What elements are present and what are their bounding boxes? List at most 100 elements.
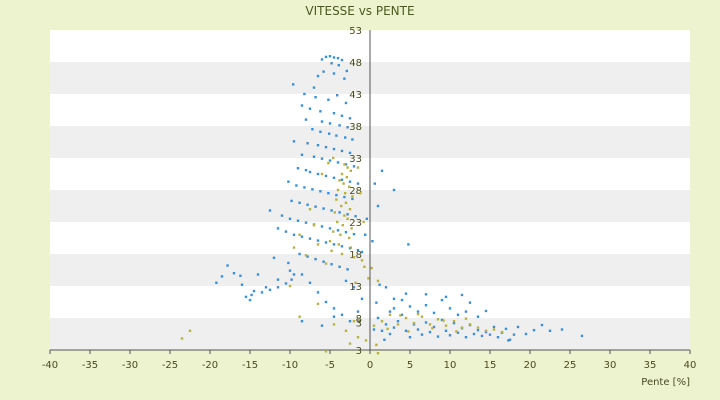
data-point [352, 286, 356, 289]
data-point [341, 224, 344, 227]
data-point [343, 195, 346, 199]
data-point [346, 268, 349, 271]
data-point [376, 279, 380, 283]
data-point [412, 321, 416, 325]
data-point [284, 282, 288, 285]
data-point [380, 320, 384, 323]
data-point [276, 286, 280, 289]
data-point [276, 278, 280, 281]
data-point [292, 233, 296, 236]
data-point [248, 298, 252, 302]
data-point [311, 128, 314, 131]
data-point [328, 122, 332, 125]
data-point [335, 198, 338, 201]
data-point [484, 330, 488, 334]
data-point [372, 328, 376, 331]
data-point [343, 214, 346, 217]
data-point [300, 320, 304, 323]
data-point [428, 330, 432, 334]
data-point [468, 301, 472, 304]
data-point [464, 310, 468, 313]
x-tick-label: -5 [325, 360, 335, 371]
data-point [336, 188, 340, 192]
data-point [319, 190, 322, 193]
data-point [376, 352, 380, 355]
x-tick-label: 15 [484, 360, 497, 371]
data-point [322, 207, 325, 210]
data-point [288, 269, 292, 272]
data-point [240, 283, 244, 286]
data-point [452, 321, 456, 325]
data-point [444, 295, 448, 299]
data-point [328, 240, 332, 243]
data-point [476, 326, 480, 329]
y-tick-label: 3 [356, 346, 362, 357]
data-point [250, 293, 253, 297]
data-point [388, 332, 392, 336]
data-point [472, 332, 476, 336]
data-point [360, 250, 364, 254]
x-tick-label: -10 [282, 360, 298, 371]
data-point [320, 324, 324, 327]
data-point [320, 157, 324, 160]
x-tick-label: -40 [42, 360, 58, 371]
data-point [348, 117, 352, 120]
y-tick-label: 53 [349, 26, 362, 37]
data-point [332, 230, 335, 233]
data-point [396, 323, 400, 326]
data-point [332, 315, 336, 318]
data-point [348, 208, 352, 211]
data-point [448, 307, 452, 310]
data-point [226, 264, 229, 267]
data-point [292, 83, 295, 86]
data-point [400, 298, 404, 302]
data-point [496, 336, 500, 339]
data-point [356, 336, 360, 339]
data-point [348, 342, 352, 345]
data-point [492, 328, 496, 331]
data-point [484, 309, 488, 313]
data-point [324, 241, 328, 244]
data-point [464, 336, 468, 339]
data-point [456, 331, 460, 334]
y-tick-label: 33 [349, 154, 362, 165]
data-point [383, 338, 386, 341]
data-point [373, 182, 376, 185]
data-point [336, 229, 340, 232]
data-point [303, 92, 306, 96]
data-point [324, 55, 328, 59]
data-point [338, 265, 341, 268]
data-point [300, 235, 304, 238]
series-2 [180, 156, 504, 355]
data-point [370, 266, 373, 270]
data-point [524, 332, 528, 336]
x-tick-label: -20 [202, 360, 218, 371]
data-point [432, 325, 436, 329]
data-point [364, 339, 368, 342]
data-point [349, 169, 352, 172]
x-tick-label: 20 [524, 360, 537, 371]
data-point [306, 255, 309, 258]
data-point [455, 330, 458, 333]
data-point [332, 56, 336, 59]
data-point [346, 217, 349, 220]
data-point [343, 163, 346, 166]
data-point [308, 237, 312, 240]
data-point [332, 156, 335, 160]
data-point [276, 227, 280, 230]
data-point [346, 213, 349, 216]
data-point [352, 256, 356, 259]
data-point [252, 289, 256, 293]
data-point [332, 176, 336, 180]
data-point [260, 291, 264, 294]
data-point [314, 96, 317, 99]
data-point [364, 233, 367, 236]
x-tick-label: 30 [604, 360, 617, 371]
data-point [476, 328, 480, 332]
data-point [416, 312, 420, 316]
data-point [322, 70, 325, 73]
data-point [316, 144, 320, 147]
data-point [342, 182, 345, 185]
data-point [287, 180, 290, 183]
data-point [492, 325, 496, 329]
